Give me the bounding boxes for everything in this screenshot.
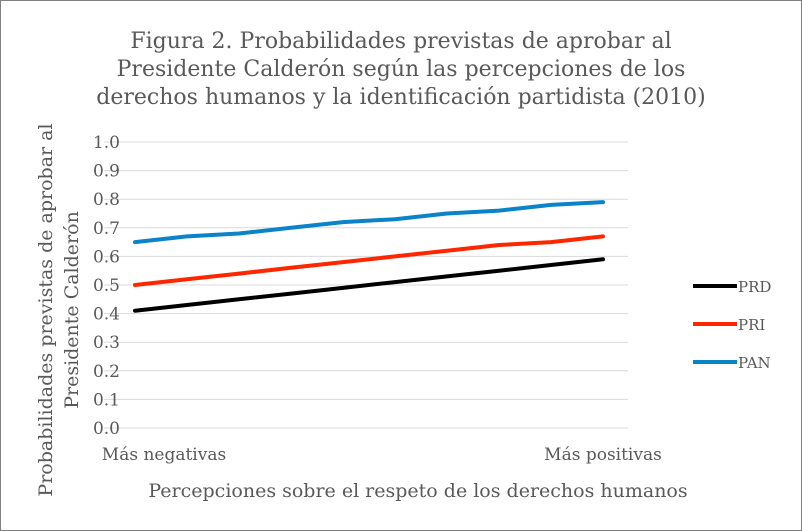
x-tick-label-end: Más positivas xyxy=(544,445,662,465)
y-axis-label: Probabilidades previstas de aprobar al P… xyxy=(35,123,83,496)
legend: PRD PRI PAN xyxy=(693,278,771,372)
y-axis-label-line-2: Presidente Calderón xyxy=(61,211,83,409)
y-tick-label: 0.8 xyxy=(93,190,120,210)
y-tick-label: 0.1 xyxy=(93,390,120,410)
chart-title-line-1: Figura 2. Probabilidades previstas de ap… xyxy=(130,29,671,54)
y-tick-label: 0.5 xyxy=(93,276,120,296)
x-axis-label: Percepciones sobre el respeto de los der… xyxy=(148,480,687,502)
series-lines xyxy=(133,200,605,313)
series-line-prd xyxy=(133,257,605,313)
y-tick-labels: 0.0 0.1 0.2 0.3 0.4 0.5 0.6 0.7 0.8 0.9 1.0 xyxy=(93,133,120,439)
series-line-pan xyxy=(133,200,605,245)
series-line-pri xyxy=(133,234,605,287)
y-tick-label: 0.7 xyxy=(93,219,120,239)
chart-title-line-2: Presidente Calderón según las percepcion… xyxy=(117,57,686,82)
legend-label-pan: PAN xyxy=(738,354,771,372)
y-tick-label: 0.6 xyxy=(93,247,120,267)
y-tick-label: 0.4 xyxy=(93,305,120,325)
x-tick-label-start: Más negativas xyxy=(102,445,226,465)
chart-title: Figura 2. Probabilidades previstas de ap… xyxy=(96,29,705,110)
y-tick-label: 0.0 xyxy=(93,419,120,439)
chart-title-line-3: derechos humanos y la identificación par… xyxy=(96,85,705,110)
y-tick-label: 0.9 xyxy=(93,162,120,182)
legend-label-prd: PRD xyxy=(738,278,771,296)
y-tick-label: 0.3 xyxy=(93,333,120,353)
y-tick-label: 0.2 xyxy=(93,362,120,382)
y-axis-label-line-1: Probabilidades previstas de aprobar al xyxy=(35,123,57,496)
gridlines xyxy=(104,141,628,429)
legend-label-pri: PRI xyxy=(738,316,765,334)
y-tick-label: 1.0 xyxy=(93,133,120,153)
